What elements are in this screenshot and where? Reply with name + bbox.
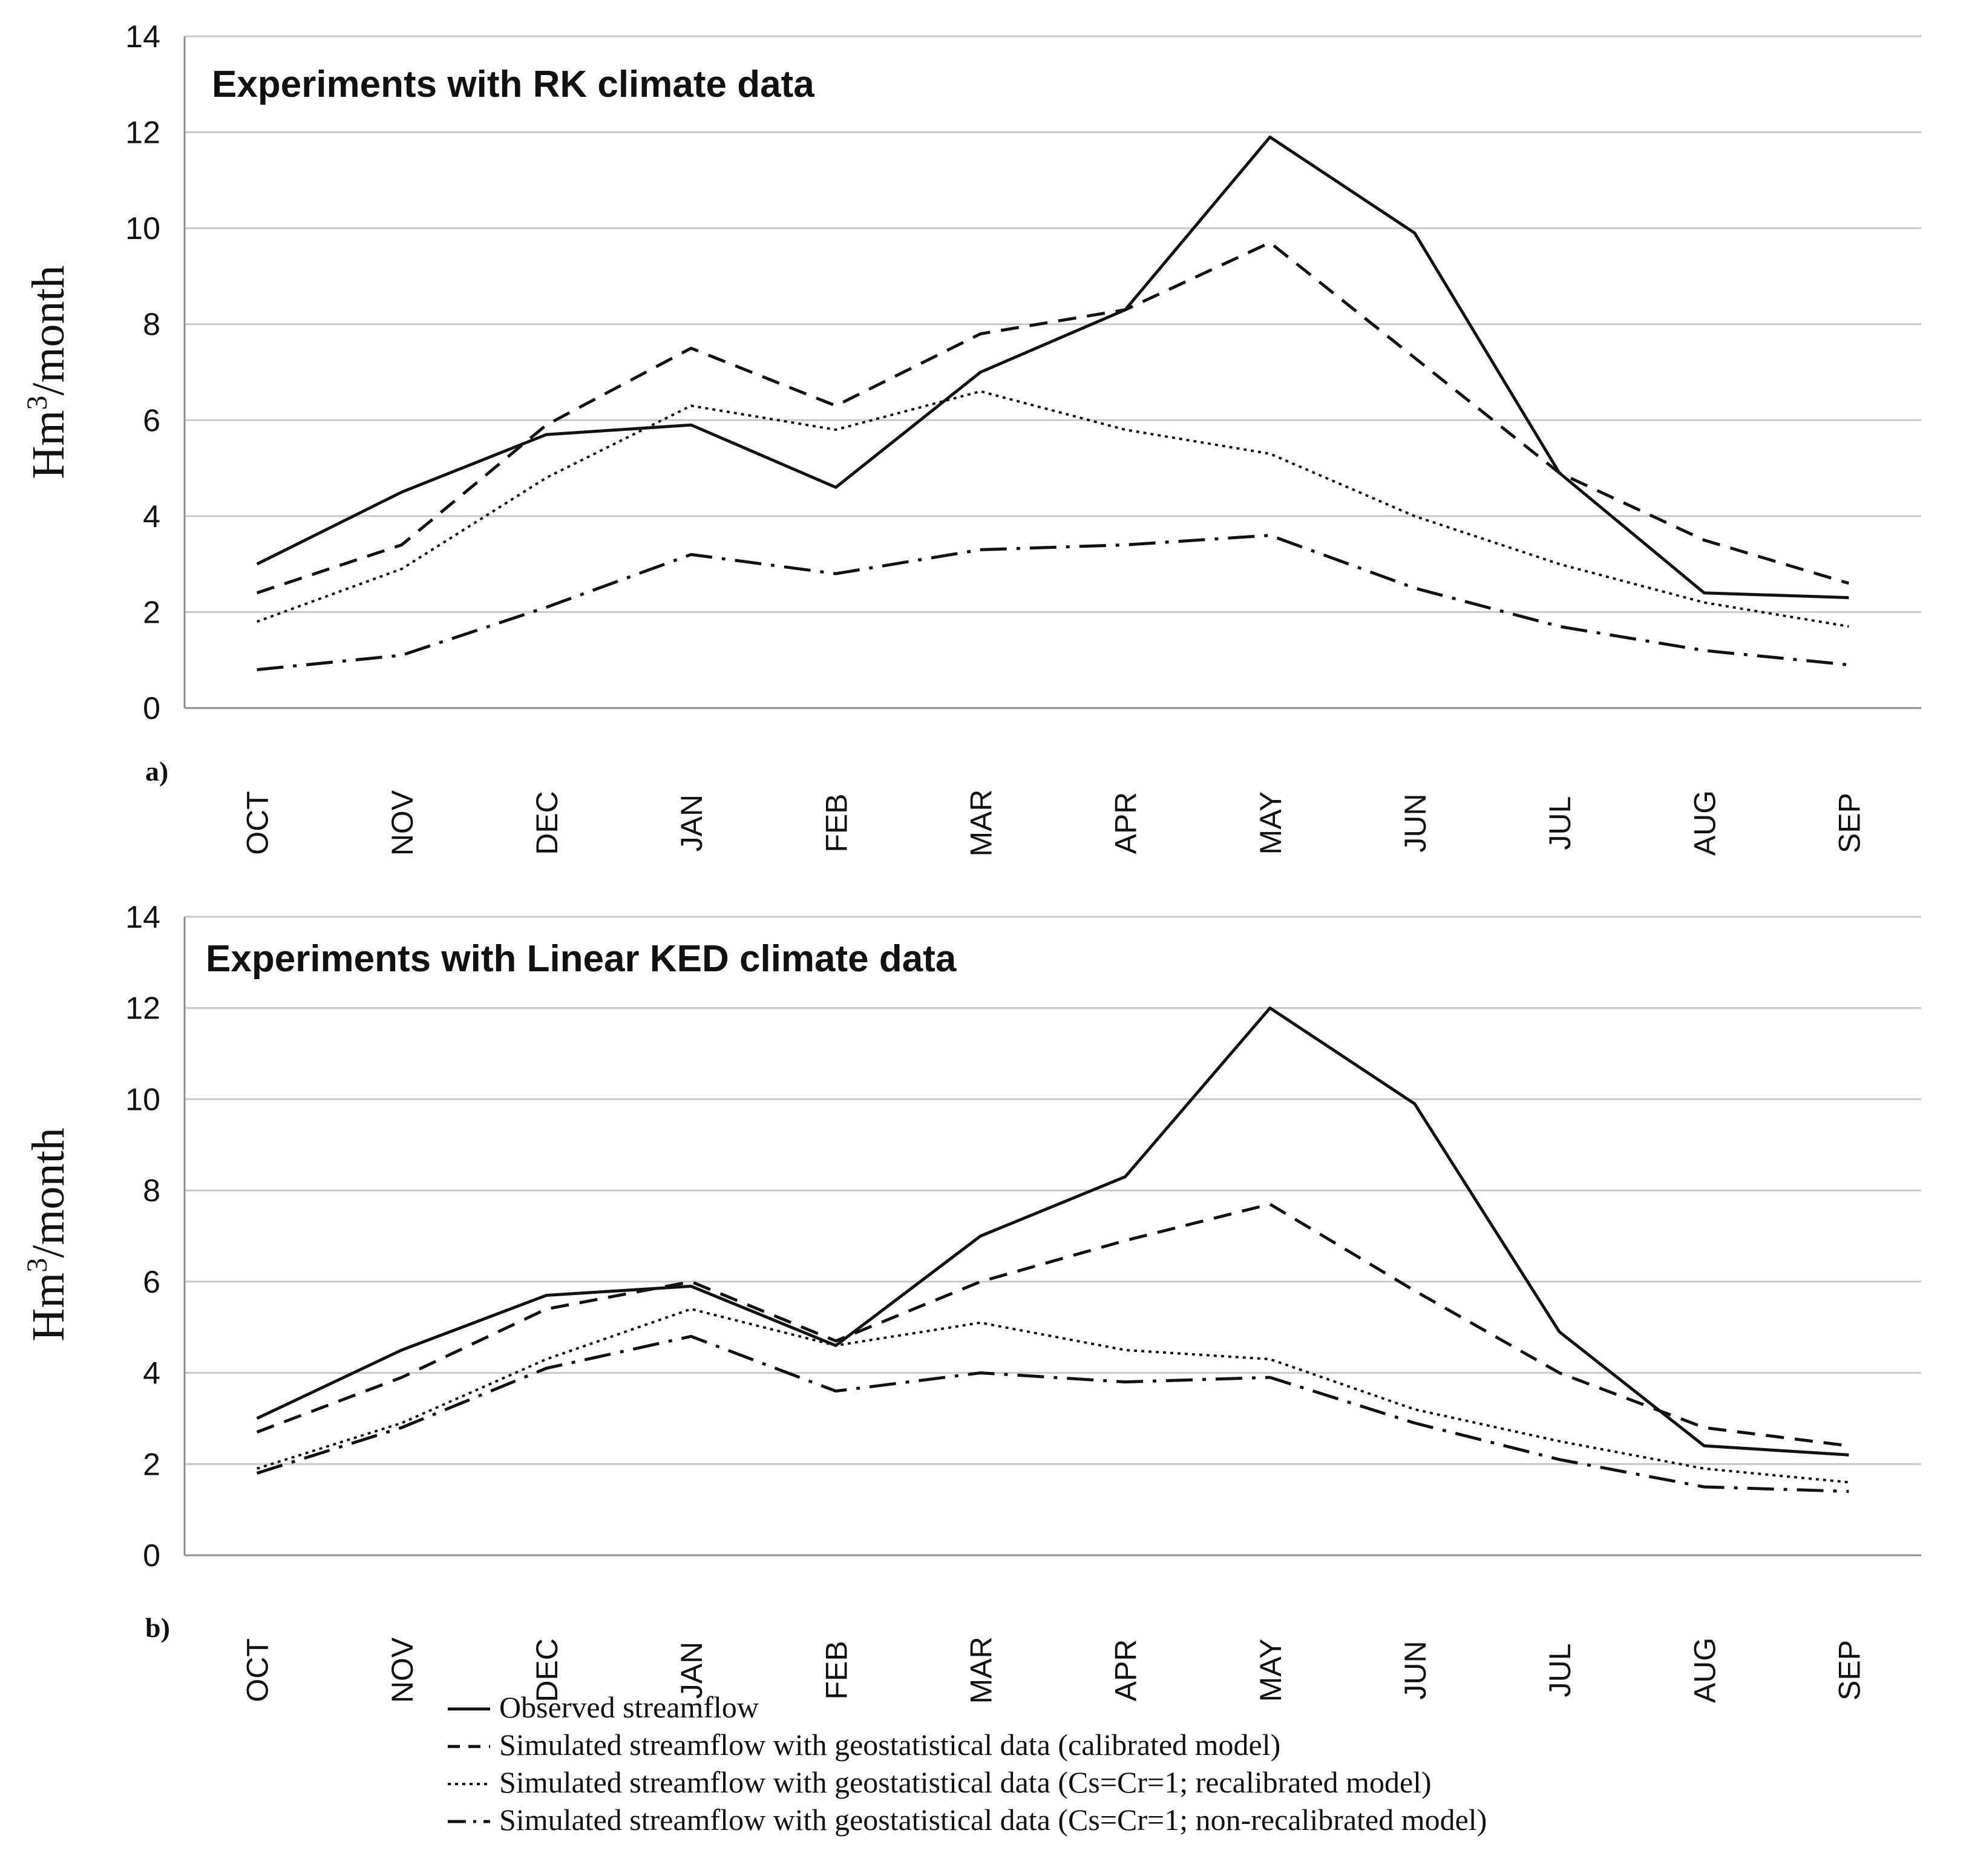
panel-b-x-tick-label: APR [1109,1639,1143,1702]
panel-b-x-tick-label: SEP [1832,1640,1866,1701]
panel-a-series-non-recalibrated-line [257,534,1849,672]
panel-b-x-tick-label: JUL [1543,1644,1577,1697]
panel-a-y-tick-label: 0 [143,691,160,726]
panel-b-x-tick-label: MAR [964,1636,998,1704]
panel-a-x-tick-label: JUN [1398,793,1432,852]
panel-b-y-tick-label: 8 [143,1173,160,1209]
panel-a-y-tick-label: 2 [143,595,160,630]
panel-b-x-tick-label: DEC [530,1638,564,1702]
panel-b-x-tick-label: MAY [1254,1639,1288,1702]
panel-a-y-tick-label: 14 [125,19,160,54]
panel-b-x-tick-label: NOV [385,1637,419,1703]
panel-b-x-tick-label: JAN [675,1642,709,1699]
legend-entry-recalibrated: Simulated streamflow with geostatistical… [499,1765,1432,1799]
panel-a-x-tick-label: APR [1109,792,1143,854]
panel-a-x-tick-label: DEC [530,791,564,855]
panel-b-y-tick-label: 10 [125,1082,160,1117]
panel-b-title: Experiments with Linear KED climate data [206,938,957,980]
panel-b-series-observed-line [256,1006,1849,1457]
panel-b-series-non-recalibrated-line [256,1334,1849,1493]
panel-b-y-tick-label: 14 [125,900,160,935]
legend: Observed streamflow Simulated streamflow … [448,1690,1487,1837]
panel-b-y-tick-label: 0 [143,1538,160,1573]
panel-a-y-axis-label: Hm3/month [21,265,74,479]
panel-a-x-tick-label: FEB [819,793,853,852]
panel-a-x-tick-label: OCT [241,791,275,855]
panel-a-x-tick-label: JUL [1543,796,1577,850]
panel-a-series-recalibrated-line [256,390,1849,628]
panel-b-series-calibrated-line [256,1202,1849,1448]
panel-a-y-tick-label: 10 [125,211,160,246]
panel-b-x-tick-label: FEB [819,1641,853,1699]
panel-b-x-tick-label: AUG [1688,1638,1721,1703]
panel-a-x-tick-label: JAN [675,795,709,851]
panel-b-chart: 0 2 4 6 8 10 12 14 OCT NOV DEC JAN FEB MAR APR MAY JUN JU… [21,900,1921,1704]
panel-a-y-tick-label: 6 [143,403,160,438]
panel-a-x-tick-label: NOV [385,790,419,856]
panel-a-x-tick-label: AUG [1688,790,1721,856]
panel-a-y-tick-label: 8 [143,307,160,343]
panel-a-chart: 0 2 4 6 8 10 12 14 OCT NOV DEC JAN FEB MAR APR MAY JUN JU… [21,19,1921,857]
panel-a-panel-label: a) [145,756,168,787]
panel-a-series-calibrated-line [256,241,1850,595]
panel-a-series-observed-line [256,136,1849,600]
legend-entry-calibrated: Simulated streamflow with geostatistical… [499,1728,1280,1762]
panel-a-x-tick-label: MAY [1254,792,1288,855]
panel-a-x-tick-label: SEP [1832,793,1866,853]
panel-b-y-tick-label: 12 [125,991,160,1026]
panel-b-y-axis-label: Hm3/month [21,1127,74,1341]
panel-b-y-tick-label: 4 [143,1356,160,1391]
panel-a-x-tick-label: MAR [964,789,998,856]
panel-b-x-tick-label: JUN [1398,1641,1432,1699]
panel-a-y-tick-label: 12 [125,116,160,151]
legend-entry-observed: Observed streamflow [499,1690,759,1724]
panel-b-x-tick-label: OCT [241,1638,275,1702]
panel-a-y-tick-label: 4 [143,499,160,534]
panel-a-title: Experiments with RK climate data [212,64,814,105]
panel-b-y-tick-label: 6 [143,1265,160,1300]
panel-b-panel-label: b) [145,1612,170,1643]
legend-entry-non-recalibrated: Simulated streamflow with geostatistical… [499,1803,1487,1837]
panel-b-series-recalibrated-line [256,1308,1849,1484]
panel-b-y-tick-label: 2 [143,1447,160,1482]
